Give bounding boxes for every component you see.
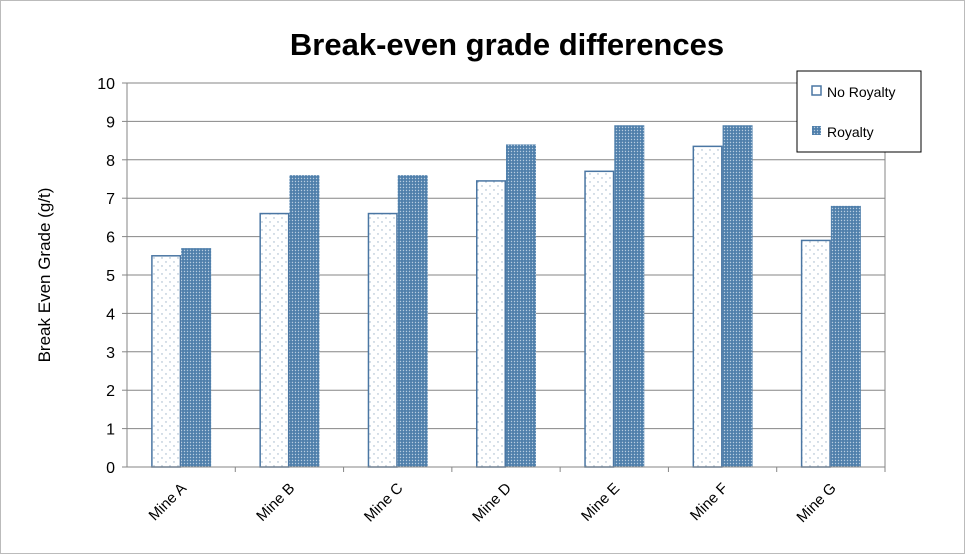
bar-royalty: [181, 248, 212, 467]
bar-royalty: [506, 144, 536, 467]
y-tick-label: 2: [106, 383, 115, 400]
y-tick-label: 4: [106, 306, 115, 323]
y-tick-label: 6: [106, 230, 115, 247]
chart-title: Break-even grade differences: [290, 27, 724, 62]
bar-royalty: [722, 125, 753, 468]
bar-royalty: [614, 125, 645, 468]
bar-no-royalty: [692, 145, 723, 468]
legend-box: [796, 70, 922, 153]
y-tick-label: 9: [106, 114, 115, 131]
bar-no-royalty: [367, 212, 398, 468]
y-tick-label: 3: [106, 345, 115, 362]
y-tick-label: 7: [106, 191, 115, 208]
y-tick-label: 1: [106, 422, 115, 439]
legend-swatch-no-royalty: [811, 85, 822, 96]
bar-no-royalty: [151, 255, 182, 468]
bar-royalty: [397, 175, 428, 467]
legend-label-royalty: Royalty: [827, 124, 874, 140]
y-tick-label: 10: [97, 76, 115, 93]
legend-swatch-royalty: [812, 126, 821, 135]
y-tick-label: 8: [106, 153, 115, 170]
bar-royalty: [830, 205, 861, 467]
bar-royalty: [289, 175, 320, 467]
y-tick-label: 5: [106, 268, 115, 285]
y-tick-label: 0: [106, 460, 115, 477]
legend-label-no-royalty: No Royalty: [827, 84, 895, 100]
bar-no-royalty: [259, 212, 290, 468]
y-axis-label: Break Even Grade (g/t): [35, 188, 54, 363]
legend: No Royalty Royalty: [796, 70, 922, 153]
bar-no-royalty: [800, 239, 831, 468]
bar-no-royalty: [476, 180, 506, 468]
bar-no-royalty: [584, 170, 615, 468]
